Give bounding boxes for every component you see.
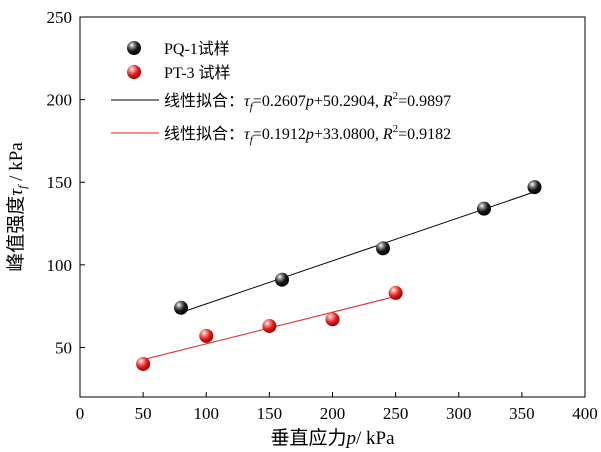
plot-frame — [79, 16, 586, 398]
data-point-series-2 — [199, 328, 214, 343]
x-tick-label: 0 — [76, 404, 85, 423]
data-point-series-1 — [527, 180, 542, 195]
legend-marker-series-2 — [127, 65, 141, 79]
legend-label-series-2: PT-3 试样 — [164, 64, 231, 82]
x-tick-label: 200 — [320, 404, 346, 423]
axis-ticks: 0 50 100 150 200 250 300 350 400 50 100 150 200 250 — [47, 8, 598, 423]
y-tick-label: 150 — [47, 173, 73, 192]
plot-area-border — [79, 16, 586, 398]
x-tick-label: 350 — [509, 404, 535, 423]
data-point-series-1 — [275, 272, 289, 287]
data-point-series-1 — [376, 241, 390, 256]
legend-label-fit-2: 线性拟合：τf=0.1912p+33.0800, R2=0.9182 — [164, 123, 451, 146]
x-tick-label: 300 — [446, 404, 472, 423]
fit-line-1 — [180, 191, 535, 313]
data-point-series-2 — [262, 318, 277, 333]
x-tick-label: 400 — [572, 404, 598, 423]
legend-label-series-1: PQ-1试样 — [164, 40, 230, 58]
x-tick-label: 250 — [383, 404, 409, 423]
data-point-series-2 — [388, 285, 403, 300]
data-points — [136, 180, 542, 371]
data-point-series-1 — [477, 201, 491, 216]
data-point-series-2 — [136, 356, 151, 371]
y-tick-label: 100 — [47, 256, 73, 275]
x-axis-title: 垂直应力p/ kPa — [270, 427, 395, 449]
x-tick-label: 100 — [194, 404, 220, 423]
data-point-series-1 — [174, 300, 188, 315]
y-tick-label: 250 — [47, 8, 73, 27]
x-tick-label: 50 — [135, 404, 152, 423]
data-point-series-2 — [325, 312, 340, 327]
x-tick-label: 150 — [257, 404, 283, 423]
y-tick-label: 50 — [55, 338, 72, 357]
axis-titles: 垂直应力p/ kPa 峰值强度τf / kPa — [5, 142, 395, 449]
legend-label-fit-1: 线性拟合：τf=0.2607p+50.2904, R2=0.9897 — [164, 90, 451, 113]
y-tick-label: 200 — [47, 91, 73, 110]
legend-marker-series-1 — [127, 41, 141, 55]
y-axis-title: 峰值强度τf / kPa — [5, 142, 29, 272]
